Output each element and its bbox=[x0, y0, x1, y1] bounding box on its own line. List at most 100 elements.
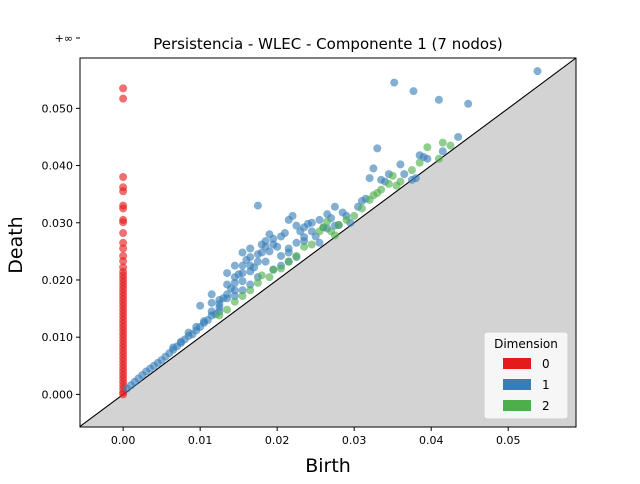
point-dimension-1 bbox=[238, 261, 247, 270]
point-dimension-2 bbox=[277, 264, 286, 273]
point-dimension-2 bbox=[223, 305, 232, 314]
point-dimension-1 bbox=[230, 286, 239, 295]
point-dimension-2 bbox=[377, 185, 386, 194]
plot-frame bbox=[79, 57, 577, 428]
points-layer bbox=[119, 67, 542, 399]
point-dimension-1 bbox=[200, 317, 208, 326]
legend-title: Dimension bbox=[494, 337, 558, 351]
point-dimension-1 bbox=[330, 202, 339, 211]
point-dimension-1 bbox=[230, 261, 239, 270]
legend-swatch-1 bbox=[503, 379, 531, 390]
point-dimension-2 bbox=[396, 177, 405, 186]
point-dimension-0 bbox=[119, 204, 128, 213]
point-dimension-1 bbox=[176, 337, 185, 346]
point-dimension-2 bbox=[253, 278, 262, 287]
point-dimension-2 bbox=[246, 286, 255, 295]
chart-title: Persistencia - WLEC - Componente 1 (7 no… bbox=[153, 35, 503, 53]
y-tick-label: 0.040 bbox=[42, 160, 74, 173]
x-tick-label: 0.01 bbox=[188, 434, 213, 447]
point-dimension-2 bbox=[292, 251, 301, 260]
point-dimension-1 bbox=[257, 248, 266, 257]
plot-area bbox=[80, 58, 576, 427]
point-dimension-1 bbox=[373, 144, 382, 153]
point-dimension-2 bbox=[342, 215, 351, 224]
point-dimension-2 bbox=[269, 265, 278, 274]
point-dimension-2 bbox=[423, 143, 432, 152]
x-tick-label: 0.05 bbox=[496, 434, 521, 447]
y-tick-label: 0.000 bbox=[42, 388, 74, 401]
x-axis: 0.00 0.01 0.02 0.03 0.04 0.05 bbox=[111, 427, 521, 447]
point-dimension-1 bbox=[230, 291, 239, 300]
point-dimension-0 bbox=[119, 94, 128, 103]
y-tick-label: 0.050 bbox=[42, 102, 74, 115]
point-dimension-1 bbox=[253, 257, 262, 266]
x-tick-label: 0.02 bbox=[265, 434, 290, 447]
x-tick-label: 0.00 bbox=[111, 434, 136, 447]
point-dimension-1 bbox=[390, 78, 399, 87]
point-dimension-1 bbox=[207, 298, 216, 307]
point-dimension-2 bbox=[384, 179, 393, 188]
point-dimension-1 bbox=[411, 174, 420, 183]
point-dimension-1 bbox=[396, 160, 405, 169]
x-tick-label: 0.03 bbox=[342, 434, 367, 447]
point-dimension-1 bbox=[192, 322, 201, 331]
y-tick-label: 0.020 bbox=[42, 274, 74, 287]
point-dimension-2 bbox=[238, 291, 247, 300]
legend-label-0: 0 bbox=[542, 357, 550, 371]
point-dimension-0 bbox=[119, 172, 128, 181]
point-dimension-0 bbox=[119, 218, 128, 227]
point-dimension-2 bbox=[307, 240, 316, 249]
point-dimension-1 bbox=[238, 277, 247, 286]
legend-items: 0 1 2 bbox=[503, 357, 550, 413]
point-dimension-1 bbox=[284, 248, 293, 257]
legend-label-1: 1 bbox=[542, 378, 550, 392]
infinity-tick: +∞ bbox=[55, 32, 80, 45]
point-dimension-0 bbox=[119, 84, 128, 93]
point-dimension-1 bbox=[464, 99, 473, 108]
point-dimension-1 bbox=[223, 269, 232, 278]
legend-swatch-2 bbox=[503, 400, 531, 411]
point-dimension-1 bbox=[269, 240, 278, 249]
x-tick-label: 0.04 bbox=[419, 434, 444, 447]
point-dimension-1 bbox=[207, 311, 216, 320]
point-dimension-1 bbox=[315, 238, 324, 247]
point-dimension-2 bbox=[319, 223, 328, 232]
point-dimension-1 bbox=[223, 294, 232, 303]
point-dimension-1 bbox=[223, 280, 232, 289]
y-axis: 0.000 0.010 0.020 0.030 0.040 0.050 bbox=[42, 102, 80, 401]
point-dimension-2 bbox=[407, 166, 416, 175]
point-dimension-1 bbox=[230, 278, 239, 287]
point-dimension-0 bbox=[119, 390, 128, 399]
point-dimension-1 bbox=[184, 332, 193, 341]
point-dimension-1 bbox=[261, 237, 270, 246]
point-dimension-1 bbox=[169, 343, 178, 352]
y-tick-label: 0.010 bbox=[42, 331, 74, 344]
point-dimension-0 bbox=[119, 229, 128, 238]
infinity-tick-label: +∞ bbox=[55, 32, 73, 45]
point-dimension-1 bbox=[409, 87, 418, 96]
point-dimension-2 bbox=[334, 221, 343, 230]
point-dimension-2 bbox=[215, 311, 224, 320]
y-tick-label: 0.030 bbox=[42, 217, 74, 230]
point-dimension-2 bbox=[300, 242, 309, 251]
point-dimension-1 bbox=[369, 164, 378, 173]
point-dimension-1 bbox=[265, 230, 274, 239]
point-dimension-2 bbox=[357, 204, 366, 213]
point-dimension-2 bbox=[230, 297, 239, 306]
point-dimension-1 bbox=[292, 238, 301, 247]
point-dimension-1 bbox=[533, 67, 542, 76]
point-dimension-1 bbox=[338, 208, 347, 217]
point-dimension-1 bbox=[288, 211, 297, 220]
point-dimension-0 bbox=[119, 238, 128, 247]
point-dimension-1 bbox=[246, 280, 255, 289]
point-dimension-1 bbox=[423, 154, 432, 163]
point-dimension-2 bbox=[434, 154, 443, 163]
point-dimension-1 bbox=[246, 253, 255, 262]
point-dimension-1 bbox=[261, 257, 270, 266]
point-dimension-1 bbox=[246, 261, 255, 270]
point-dimension-2 bbox=[415, 158, 424, 167]
point-dimension-1 bbox=[277, 251, 286, 260]
point-dimension-1 bbox=[238, 286, 247, 295]
point-dimension-2 bbox=[330, 231, 339, 240]
point-dimension-2 bbox=[350, 211, 359, 220]
